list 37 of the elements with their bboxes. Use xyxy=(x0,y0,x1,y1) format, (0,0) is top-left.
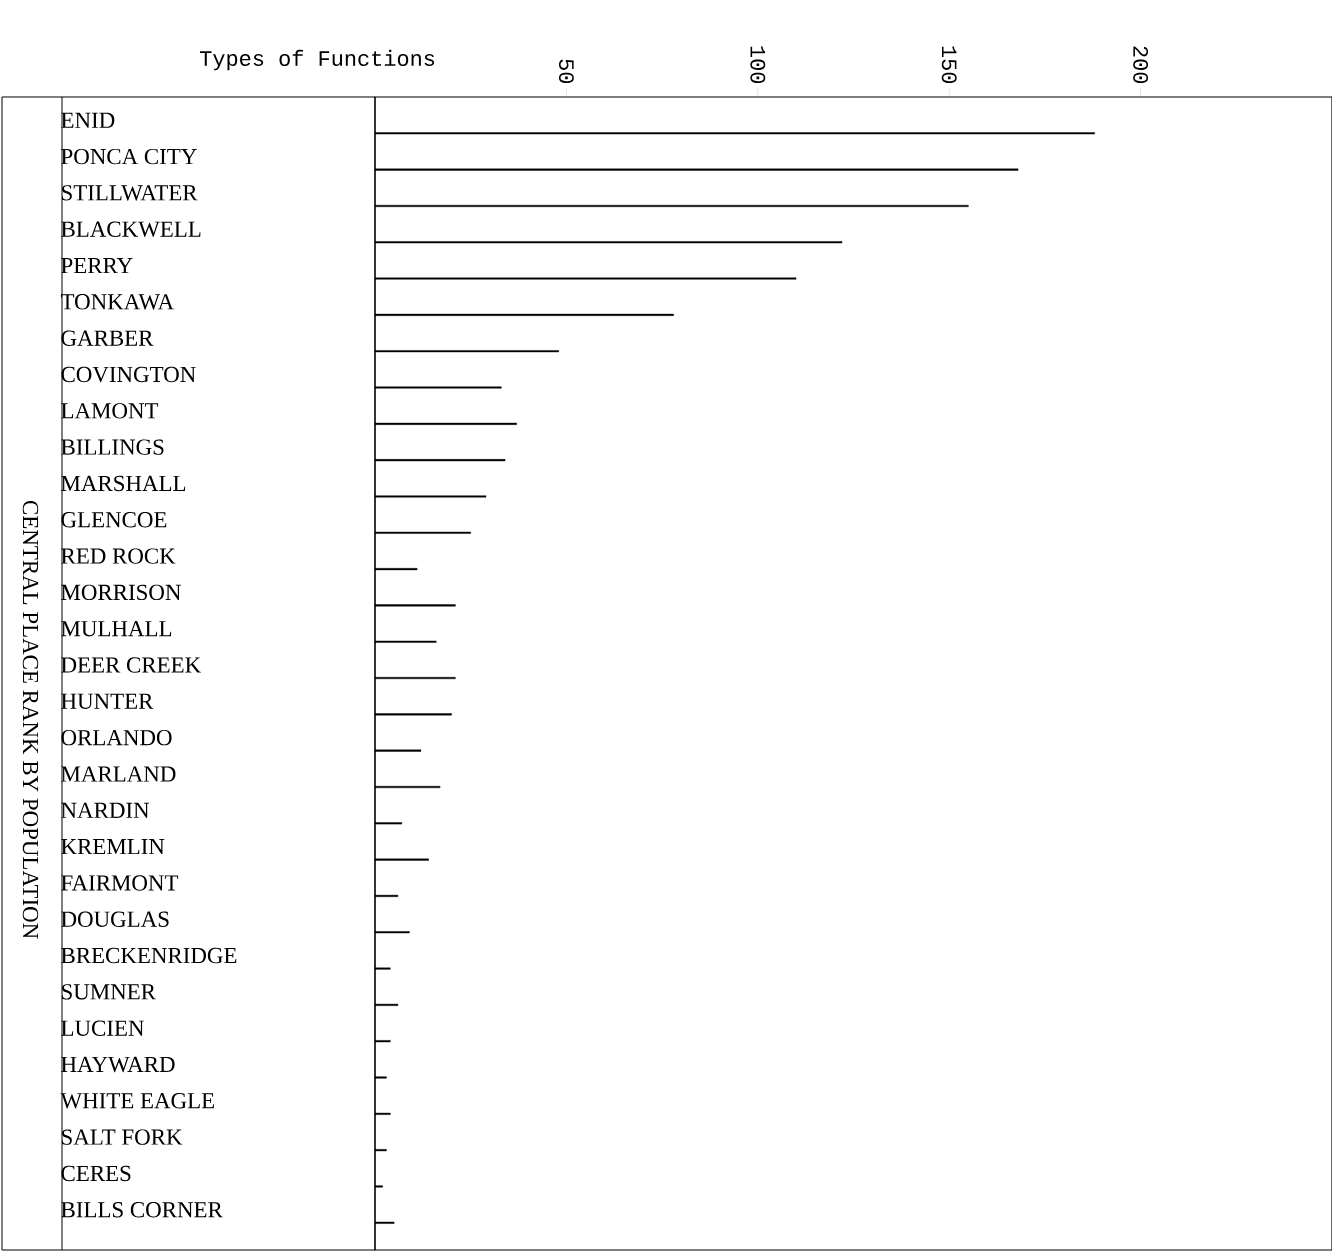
y-tick-label: BRECKENRIDGE xyxy=(61,947,237,964)
y-tick-label: BLACKWELL xyxy=(61,221,201,237)
y-tick-label: CERES xyxy=(61,1165,131,1182)
y-tick-label: DOUGLAS xyxy=(61,911,169,927)
y-tick-label: MULHALL xyxy=(61,621,172,637)
y-tick-label: MORRISON xyxy=(61,584,181,601)
y-tick-label: HAYWARD xyxy=(61,1056,175,1073)
y-tick-label: LUCIEN xyxy=(61,1020,145,1036)
y-tick-label: BILLINGS xyxy=(61,439,164,455)
y-tick-label: GLENCOE xyxy=(61,512,167,528)
y-tick-label: MARLAND xyxy=(61,766,176,782)
x-tick-label: 100 xyxy=(750,46,766,84)
y-axis-title: CENTRAL PLACE RANK BY POPULATION xyxy=(22,500,39,939)
y-tick-label: WHITE EAGLE xyxy=(60,1093,214,1109)
y-tick-label: STILLWATER xyxy=(62,185,198,201)
y-tick-label: FAIRMONT xyxy=(61,875,179,891)
y-tick-label: SUMNER xyxy=(62,984,156,1000)
x-tick-label: 200 xyxy=(1133,46,1149,84)
x-axis-title: Types of Functions xyxy=(200,49,435,71)
y-tick-label: KREMLIN xyxy=(61,839,165,855)
y-tick-label: NARDIN xyxy=(61,802,150,818)
y-tick-label: BILLS CORNER xyxy=(61,1202,223,1218)
x-tick-label: 50 xyxy=(558,59,574,84)
y-tick-label: PERRY xyxy=(61,258,133,274)
y-tick-label: ORLANDO xyxy=(61,729,172,746)
y-tick-label: SALT FORK xyxy=(62,1129,183,1145)
y-tick-label: LAMONT xyxy=(61,403,159,419)
y-tick-label: PONCA CITY xyxy=(61,148,197,165)
y-tick-label: GARBER xyxy=(61,330,154,346)
y-tick-label: ENID xyxy=(61,112,115,128)
x-tick-label: 150 xyxy=(941,46,957,84)
y-tick-label: TONKAWA xyxy=(60,294,174,310)
y-tick-label: RED ROCK xyxy=(61,548,176,564)
y-tick-label: COVINGTON xyxy=(61,366,196,383)
y-tick-label: HUNTER xyxy=(61,693,154,709)
y-tick-label: MARSHALL xyxy=(61,475,186,492)
y-tick-label: DEER CREEK xyxy=(61,657,201,673)
